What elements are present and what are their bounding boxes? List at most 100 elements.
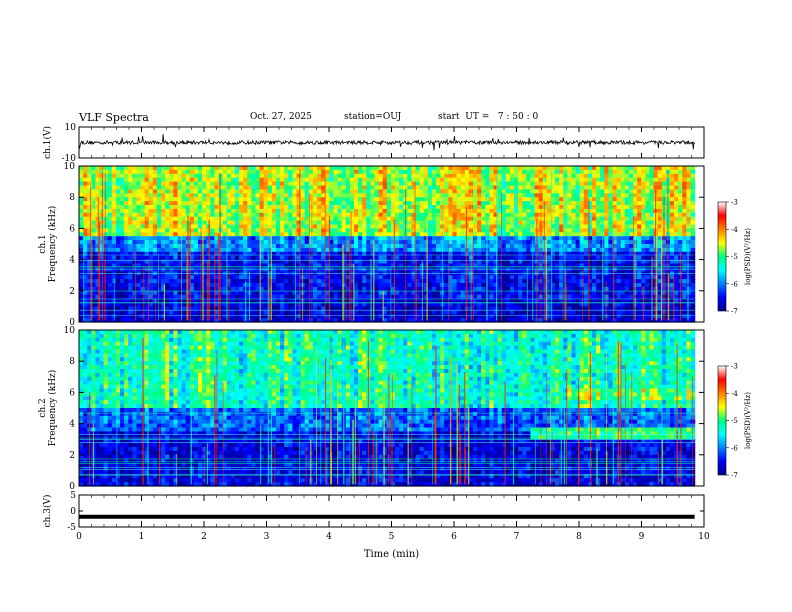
spectrogram-cell — [148, 275, 154, 280]
spectrogram-cell — [444, 298, 449, 304]
spectrogram-cell — [321, 310, 326, 315]
spectrogram-cell — [386, 263, 392, 268]
spectrogram-cell — [415, 318, 421, 323]
spectrogram-cell — [304, 294, 310, 300]
spectrogram-cell — [304, 212, 310, 218]
spectrogram-cell — [456, 201, 462, 206]
spectrogram-cell — [374, 220, 380, 226]
spectrogram-cell — [333, 220, 339, 226]
spectrogram-cell — [489, 189, 495, 194]
spectrogram-cell — [152, 166, 158, 171]
spectrogram-cell — [415, 205, 421, 210]
spectrogram-cell — [255, 298, 261, 304]
spectrogram-cell — [103, 205, 109, 210]
spectrogram-cell — [87, 169, 92, 175]
spectrogram-cell — [148, 302, 154, 307]
spectrogram-cell — [345, 201, 351, 206]
spectrogram-cell — [267, 169, 273, 175]
spectrogram-cell — [198, 279, 203, 284]
spectrogram-cell — [87, 255, 92, 261]
spectrogram-cell — [501, 275, 507, 280]
spectrogram-cell — [395, 283, 400, 288]
spectrogram-cell — [165, 294, 170, 300]
spectrogram-cell — [362, 212, 367, 218]
spectrogram-cell — [501, 212, 507, 218]
spectrogram-cell — [374, 244, 380, 249]
spectrogram-cell — [210, 255, 216, 261]
spectrogram-cell — [280, 314, 285, 319]
spectrogram-cell — [370, 255, 376, 261]
spectrogram-cell — [571, 244, 577, 249]
spectrogram-cell — [514, 263, 519, 268]
spectrogram-cell — [247, 216, 252, 222]
spectrogram-cell — [522, 244, 527, 249]
spectrogram-cell — [423, 310, 429, 315]
spectrogram-cell — [161, 208, 166, 214]
spectrogram-cell — [202, 232, 207, 237]
spectrogram-cell — [448, 212, 454, 218]
spectrogram-cell — [493, 283, 499, 288]
spectrogram-cell — [399, 255, 404, 261]
spectrogram-cell — [83, 247, 88, 253]
spectrogram-cell — [337, 251, 343, 257]
spectrogram-cell — [579, 189, 585, 194]
spectrogram-cell — [218, 283, 224, 288]
spectrogram-cell — [534, 212, 540, 218]
spectrogram-cell — [263, 236, 269, 241]
spectrogram-cell — [497, 310, 503, 315]
spectrogram-cell — [345, 189, 351, 194]
spectrogram-cell — [349, 173, 355, 179]
spectrogram-cell — [460, 302, 466, 307]
spectrogram-cell — [567, 259, 573, 265]
spectrogram-cell — [575, 177, 581, 183]
spectrogram-cell — [345, 177, 351, 183]
spectrogram-cell — [411, 286, 417, 292]
spectrogram-cell — [505, 310, 511, 315]
spectrogram-cell — [140, 185, 146, 190]
spectrogram-cell — [559, 279, 564, 284]
spectrogram-cell — [239, 247, 244, 253]
spectrogram-cell — [374, 177, 380, 183]
spectrogram-cell — [247, 251, 252, 257]
spectrogram-cell — [111, 166, 117, 171]
spectrogram-cell — [518, 259, 523, 265]
spectrogram-cell — [124, 236, 129, 241]
spectrogram-cell — [366, 318, 371, 323]
spectrogram-cell — [583, 318, 589, 323]
spectrogram-cell — [312, 220, 318, 226]
spectrogram-cell — [251, 236, 257, 241]
spectrogram-cell — [395, 259, 400, 265]
spectrogram-cell — [448, 240, 454, 245]
spectrogram-cell — [280, 236, 285, 241]
spectrogram-cell — [152, 189, 158, 194]
spectrogram-cell — [460, 181, 466, 187]
spectrogram-cell — [193, 244, 199, 249]
spectrogram-cell — [267, 177, 273, 183]
spectrogram-cell — [317, 212, 322, 218]
spectrogram-cell — [419, 216, 425, 222]
spectrogram-cell — [477, 212, 482, 218]
spectrogram-cell — [308, 189, 314, 194]
spectrogram-cell — [317, 290, 322, 296]
spectrogram-cell — [378, 212, 384, 218]
spectrogram-cell — [563, 255, 568, 261]
spectrogram-cell — [115, 232, 121, 237]
spectrogram-cell — [575, 286, 581, 292]
spectrogram-cell — [267, 212, 273, 218]
spectrogram-cell — [587, 286, 593, 292]
spectrogram-cell — [91, 224, 97, 229]
spectrogram-cell — [514, 275, 519, 280]
spectrogram-cell — [419, 197, 425, 202]
spectrogram-cell — [579, 212, 585, 218]
spectrogram-cell — [165, 220, 170, 226]
spectrogram-cell — [390, 294, 396, 300]
spectrogram-cell — [83, 275, 88, 280]
spectrogram-cell — [103, 286, 109, 292]
spectrogram-cell — [559, 224, 564, 229]
spectrogram-cell — [477, 314, 482, 319]
spectrogram-cell — [263, 181, 269, 187]
spectrogram-cell — [382, 166, 388, 171]
spectrogram-cell — [436, 205, 441, 210]
spectrogram-cell — [567, 255, 573, 261]
spectrogram-cell — [124, 220, 129, 226]
